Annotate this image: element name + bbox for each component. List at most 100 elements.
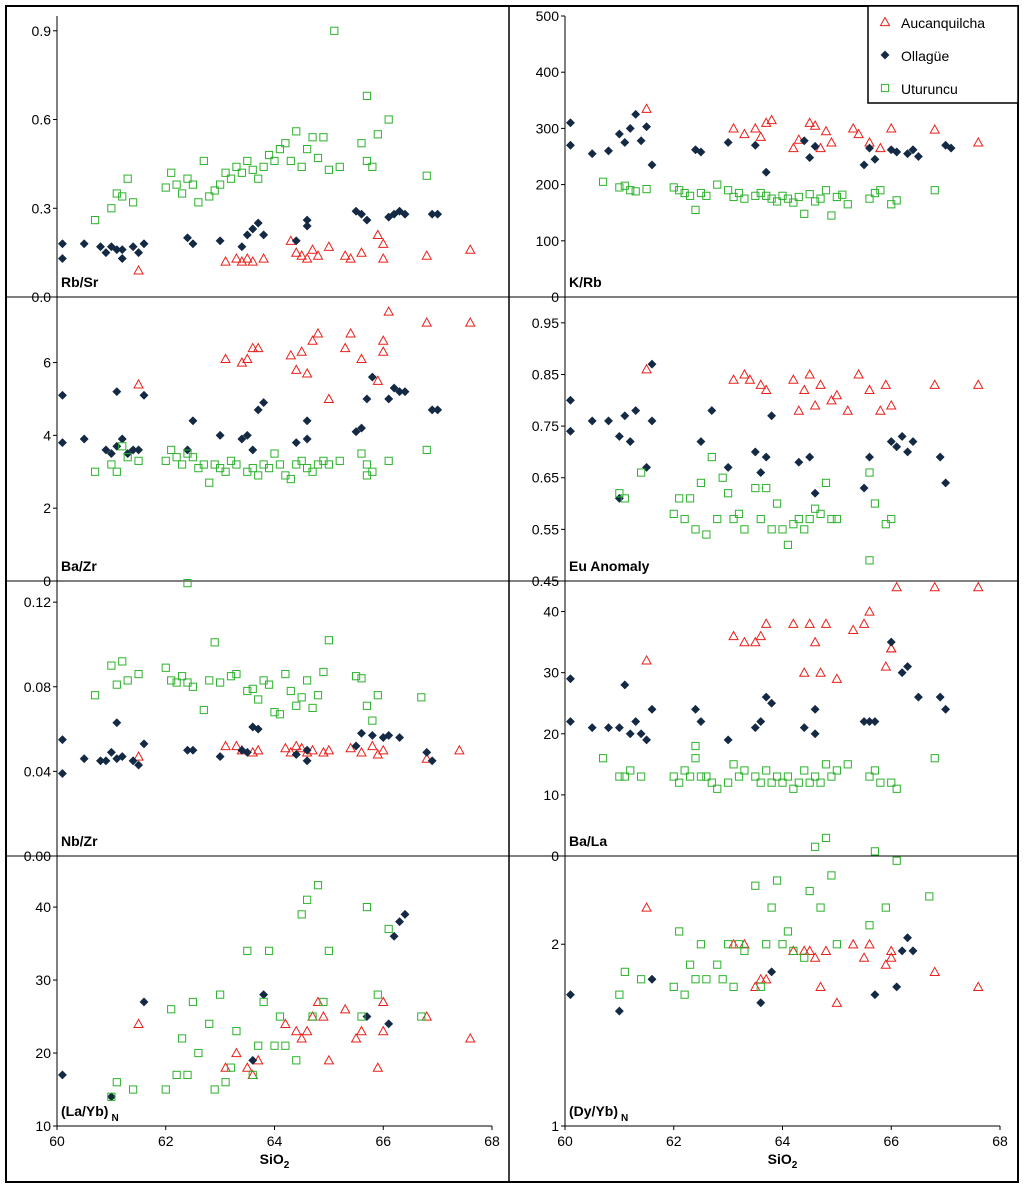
data-point-ollag-e <box>647 704 657 714</box>
data-point-ollag-e <box>723 735 733 745</box>
data-point-uturuncu <box>816 778 825 787</box>
data-point-aucanquilcha <box>252 342 264 353</box>
data-point-uturuncu <box>243 946 252 955</box>
y-tick-label: 0.12 <box>24 594 51 610</box>
data-point-ollag-e <box>859 483 869 493</box>
data-point-ollag-e <box>886 437 896 447</box>
legend-item-aucanquilcha: Aucanquilcha <box>879 15 985 31</box>
data-point-uturuncu <box>805 514 814 524</box>
data-point-aucanquilcha <box>875 405 886 415</box>
data-point-uturuncu <box>194 1048 203 1058</box>
data-point-uturuncu <box>188 997 198 1007</box>
data-point-ollag-e <box>603 416 614 426</box>
x-tick-label: 68 <box>484 1133 500 1149</box>
y-tick-label: 0.08 <box>24 679 51 695</box>
data-point-aucanquilcha <box>847 624 859 634</box>
data-point-uturuncu <box>292 127 301 136</box>
data-point-uturuncu <box>330 26 339 35</box>
x-tick-label: 62 <box>666 1133 682 1149</box>
data-point-aucanquilcha <box>464 1032 476 1043</box>
data-point-aucanquilcha <box>350 1032 362 1043</box>
data-point-ollag-e <box>892 147 902 157</box>
data-point-uturuncu <box>183 1070 192 1080</box>
series-uturuncu <box>598 177 939 220</box>
data-point-uturuncu <box>134 456 143 465</box>
data-point-uturuncu <box>373 130 382 139</box>
data-point-uturuncu <box>713 960 722 969</box>
data-point-uturuncu <box>675 778 684 787</box>
data-point-aucanquilcha <box>858 618 870 628</box>
data-point-uturuncu <box>368 467 377 476</box>
data-point-uturuncu <box>930 186 939 195</box>
data-point-uturuncu <box>172 678 181 687</box>
y-tick-label: 10 <box>35 1118 51 1134</box>
data-point-ollag-e <box>79 239 89 249</box>
data-point-uturuncu <box>892 784 901 793</box>
data-point-aucanquilcha <box>241 353 253 363</box>
data-point-aucanquilcha <box>804 117 816 127</box>
data-point-uturuncu <box>925 892 934 901</box>
y-tick-label: 0.00 <box>24 848 51 864</box>
data-point-uturuncu <box>778 940 787 949</box>
data-point-uturuncu <box>680 766 689 775</box>
data-point-ollag-e <box>587 149 597 159</box>
panel-label-dy-yb-n: (Dy/Yb) N <box>569 1103 628 1124</box>
data-point-aucanquilcha <box>728 374 739 384</box>
data-point-ollag-e <box>237 745 247 755</box>
data-point-aucanquilcha <box>372 229 384 239</box>
data-point-uturuncu <box>270 708 279 717</box>
data-point-uturuncu <box>90 467 100 476</box>
data-point-aucanquilcha <box>864 938 875 949</box>
data-point-ollag-e <box>642 735 652 745</box>
data-point-ollag-e <box>892 442 902 452</box>
data-point-uturuncu <box>892 856 901 865</box>
data-point-ollag-e <box>723 462 733 472</box>
data-point-uturuncu <box>729 514 738 524</box>
y-tick-label: 30 <box>35 972 51 988</box>
data-point-uturuncu <box>362 156 372 166</box>
data-point-aucanquilcha <box>339 250 351 260</box>
data-point-ollag-e <box>139 739 149 749</box>
data-point-uturuncu <box>216 990 225 999</box>
series-uturuncu <box>90 579 426 725</box>
data-point-aucanquilcha <box>760 117 772 127</box>
data-point-uturuncu <box>216 180 225 189</box>
data-point-aucanquilcha <box>247 255 259 266</box>
data-point-uturuncu <box>275 460 285 469</box>
panel-dy-yb-n: 1 2 (Dy/Yb) N <box>551 833 984 1134</box>
data-point-ollag-e <box>422 747 432 757</box>
data-point-uturuncu <box>107 460 116 469</box>
panel-label-main: Eu Anomaly <box>569 558 650 574</box>
data-point-uturuncu <box>172 453 181 462</box>
data-point-ollag-e <box>761 692 771 702</box>
data-point-ollag-e <box>756 717 766 727</box>
data-point-aucanquilcha <box>847 122 859 133</box>
data-point-uturuncu <box>685 494 695 503</box>
data-point-uturuncu <box>275 710 285 719</box>
series-uturuncu <box>598 741 939 793</box>
data-point-aucanquilcha <box>307 244 318 254</box>
data-point-uturuncu <box>718 975 727 984</box>
y-tick-label: 0.45 <box>532 573 559 589</box>
data-point-uturuncu <box>680 514 689 524</box>
data-point-aucanquilcha <box>464 316 476 327</box>
data-point-uturuncu <box>357 1012 366 1021</box>
data-point-uturuncu <box>876 186 885 195</box>
data-point-ollag-e <box>433 405 443 415</box>
data-point-ollag-e <box>134 445 144 455</box>
data-point-uturuncu <box>892 196 901 205</box>
panel-label-main: Ba/Zr <box>61 558 97 574</box>
data-point-ollag-e <box>351 741 361 751</box>
data-point-uturuncu <box>112 1078 121 1087</box>
data-point-ollag-e <box>565 717 575 727</box>
data-point-uturuncu <box>821 186 831 195</box>
data-point-uturuncu <box>789 946 798 955</box>
data-point-aucanquilcha <box>296 742 308 753</box>
series-uturuncu <box>90 26 431 225</box>
data-point-uturuncu <box>740 946 749 955</box>
data-point-uturuncu <box>368 162 377 171</box>
data-point-aucanquilcha <box>345 327 356 338</box>
data-point-ollag-e <box>242 747 252 757</box>
data-point-ollag-e <box>400 387 410 397</box>
data-point-ollag-e <box>215 430 225 440</box>
